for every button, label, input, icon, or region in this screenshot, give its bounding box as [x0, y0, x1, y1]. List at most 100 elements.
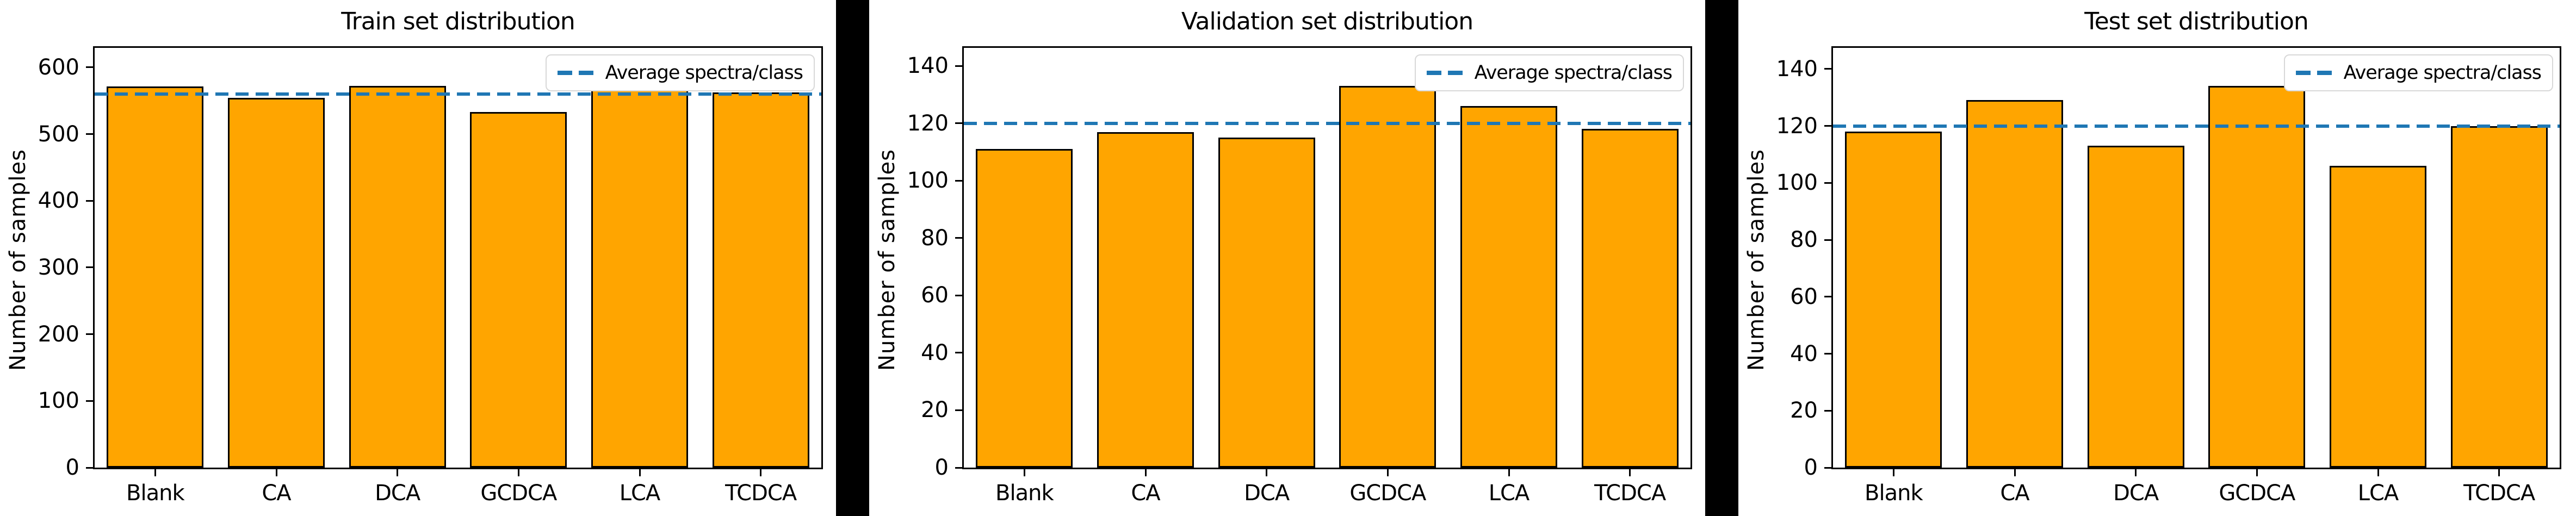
y-tick-mark	[1824, 409, 1831, 412]
y-tick-label: 100	[907, 168, 949, 194]
y-tick-label: 20	[1790, 398, 1818, 424]
x-tick-label: LCA	[1488, 481, 1530, 506]
plot-area: Average spectra/class Blank CA DCA GCDCA LCA…	[907, 46, 1692, 506]
y-tick-mark	[955, 467, 962, 469]
x-tick-label: Blank	[995, 481, 1054, 506]
chart-title: Validation set distribution	[1181, 8, 1473, 35]
y-tick-mark	[955, 65, 962, 67]
x-tick-mark	[1023, 469, 1025, 476]
y-tick-label: 40	[921, 340, 949, 365]
x-tick-mark	[1144, 469, 1147, 476]
y-tick-mark	[955, 294, 962, 296]
y-axis-label: Number of samples	[5, 149, 30, 371]
chart-title: Test set distribution	[2084, 8, 2309, 35]
y-tick-label: 400	[38, 188, 79, 214]
x-tick-mark	[639, 469, 641, 476]
x-tick-label: TCDCA	[2463, 481, 2535, 506]
bar-lca	[1460, 106, 1558, 468]
x-tick-label: LCA	[2357, 481, 2399, 506]
x-tick-mark	[2377, 469, 2379, 476]
plot-area: Average spectra/class Blank CA DCA GCDCA LCA…	[38, 46, 823, 506]
bar-tcdca	[712, 92, 809, 468]
y-tick-mark	[86, 467, 93, 469]
y-tick-mark	[86, 266, 93, 269]
bar-gcdca	[1339, 86, 1436, 468]
y-tick-label: 120	[907, 110, 949, 136]
validation-chart-panel: Validation set distribution Number of sa…	[869, 0, 1705, 516]
y-tick-label: 300	[38, 254, 79, 280]
bar-gcdca	[470, 112, 567, 468]
x-tick-label: DCA	[2113, 481, 2159, 506]
x-tick-label: DCA	[375, 481, 420, 506]
y-tick-label: 100	[38, 388, 79, 414]
y-tick-mark	[1824, 182, 1831, 184]
y-tick-label: 0	[65, 455, 79, 480]
y-tick-mark	[86, 200, 93, 202]
x-tick-mark	[517, 469, 519, 476]
y-tick-mark	[955, 179, 962, 182]
y-tick-mark	[86, 400, 93, 402]
y-tick-mark	[1824, 296, 1831, 298]
legend-box: Average spectra/class	[545, 54, 815, 91]
legend-label: Average spectra/class	[1474, 62, 1673, 84]
bar-ca	[227, 98, 325, 468]
bar-lca	[591, 89, 689, 468]
bar-lca	[2329, 165, 2427, 468]
x-tick-mark	[1892, 469, 1894, 476]
x-tick-mark	[760, 469, 762, 476]
test-chart-panel: Test set distribution Number of samples …	[1738, 0, 2576, 516]
legend-box: Average spectra/class	[1414, 54, 1684, 91]
panel-separator-1	[836, 0, 869, 516]
x-tick-label: Blank	[1865, 481, 1923, 506]
x-tick-label: CA	[2000, 481, 2029, 506]
y-tick-mark	[955, 122, 962, 125]
y-tick-mark	[955, 409, 962, 411]
legend-box: Average spectra/class	[2283, 54, 2553, 91]
y-tick-label: 60	[921, 283, 949, 308]
average-line	[95, 92, 821, 96]
x-tick-label: GCDCA	[2219, 481, 2295, 506]
x-tick-mark	[397, 469, 399, 476]
x-tick-mark	[154, 469, 156, 476]
x-tick-mark	[275, 469, 277, 476]
y-axis-label: Number of samples	[1744, 149, 1769, 371]
y-tick-mark	[86, 333, 93, 335]
y-tick-mark	[1824, 239, 1831, 241]
y-tick-mark	[955, 237, 962, 239]
bar-blank	[107, 86, 204, 468]
x-tick-label: LCA	[619, 481, 661, 506]
y-tick-mark	[1824, 467, 1831, 469]
x-tick-label: Blank	[126, 481, 185, 506]
legend-dash-segment	[557, 71, 572, 75]
bar-blank	[976, 149, 1073, 468]
legend-dash-segment	[1426, 71, 1441, 75]
y-tick-label: 80	[1790, 227, 1818, 252]
x-tick-label: GCDCA	[1349, 481, 1426, 506]
x-tick-mark	[2498, 469, 2500, 476]
bar-blank	[1845, 131, 1942, 468]
legend-dashed-line-icon	[1426, 71, 1463, 75]
x-tick-mark	[2135, 469, 2137, 476]
legend-dash-segment	[578, 71, 593, 75]
legend-label: Average spectra/class	[605, 62, 803, 84]
y-tick-label: 500	[38, 121, 79, 147]
plot-area: Average spectra/class Blank CA DCA GCDCA LCA…	[1776, 46, 2561, 506]
y-tick-label: 0	[934, 455, 949, 480]
bar-tcdca	[2450, 126, 2548, 468]
panel-separator-2	[1705, 0, 1738, 516]
x-tick-mark	[2256, 469, 2258, 476]
x-tick-label: DCA	[1244, 481, 1290, 506]
chart-title: Train set distribution	[341, 8, 575, 35]
average-line	[964, 121, 1691, 125]
y-tick-mark	[1824, 68, 1831, 70]
legend-dash-segment	[2317, 71, 2332, 75]
train-chart-panel: Train set distribution Number of samples…	[0, 0, 836, 516]
x-tick-mark	[2014, 469, 2016, 476]
legend-dashed-line-icon	[557, 71, 593, 75]
y-tick-label: 20	[921, 397, 949, 423]
bar-gcdca	[2208, 86, 2306, 468]
y-tick-mark	[86, 66, 93, 69]
y-tick-mark	[1824, 125, 1831, 127]
y-tick-mark	[1824, 353, 1831, 355]
